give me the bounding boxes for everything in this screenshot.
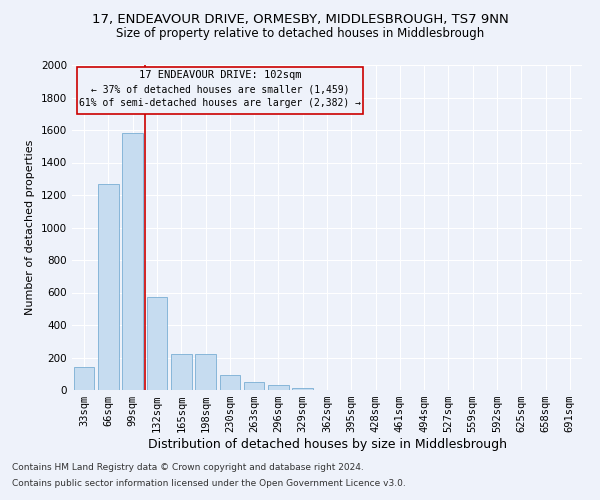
Bar [98,184,119,390]
Bar [122,133,143,390]
Text: Contains public sector information licensed under the Open Government Licence v3: Contains public sector information licen… [12,478,406,488]
Bar [146,298,167,390]
X-axis label: Distribution of detached houses by size in Middlesbrough: Distribution of detached houses by size … [148,438,506,451]
Y-axis label: Number of detached properties: Number of detached properties [25,140,35,315]
Bar [195,354,216,390]
Bar [244,382,265,390]
FancyBboxPatch shape [77,66,363,114]
Text: 61% of semi-detached houses are larger (2,382) →: 61% of semi-detached houses are larger (… [79,98,361,108]
Text: 17, ENDEAVOUR DRIVE, ORMESBY, MIDDLESBROUGH, TS7 9NN: 17, ENDEAVOUR DRIVE, ORMESBY, MIDDLESBRO… [92,12,508,26]
Bar [220,374,240,390]
Bar [268,386,289,390]
Bar [292,388,313,390]
Text: 17 ENDEAVOUR DRIVE: 102sqm: 17 ENDEAVOUR DRIVE: 102sqm [139,70,301,80]
Bar [74,367,94,390]
Text: Contains HM Land Registry data © Crown copyright and database right 2024.: Contains HM Land Registry data © Crown c… [12,464,364,472]
Text: Size of property relative to detached houses in Middlesbrough: Size of property relative to detached ho… [116,28,484,40]
Bar [171,354,191,390]
Text: ← 37% of detached houses are smaller (1,459): ← 37% of detached houses are smaller (1,… [91,84,349,94]
